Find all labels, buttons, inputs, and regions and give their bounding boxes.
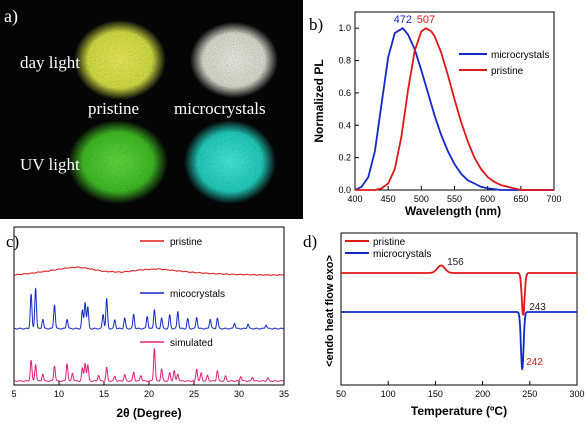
series-line-micocrystals xyxy=(13,287,285,330)
legend-label-pristine: pristine xyxy=(170,237,203,248)
panel-a-photo: a) day light pristine microcrystals UV l… xyxy=(0,0,303,219)
legend-label-micocrystals: micocrystals xyxy=(170,289,225,300)
x-tick-label: 5 xyxy=(11,389,16,399)
x-tick-label: 15 xyxy=(99,389,109,399)
peak-label-507: 507 xyxy=(417,14,435,26)
legend-label-microcrystals: microcrystals xyxy=(373,249,431,260)
y-tick-label: 0.8 xyxy=(338,56,351,66)
legend-label-pristine: pristine xyxy=(491,66,524,77)
x-tick-label: 400 xyxy=(347,194,362,204)
x-tick-label: 600 xyxy=(480,194,495,204)
panel-c-chart: c) 5 10 15 20 25 30 35 pristine micocrystals s… xyxy=(6,226,289,420)
x-axis-label: 2θ (Degree) xyxy=(116,406,181,420)
x-tick-label: 10 xyxy=(54,389,64,399)
pristine-uv-powder xyxy=(68,120,168,204)
pristine-label: pristine xyxy=(88,99,139,118)
legend: pristine microcrystals xyxy=(345,237,431,260)
legend-label-simulated: simulated xyxy=(170,338,213,349)
y-tick-label: 0.2 xyxy=(338,153,351,163)
x-tick-label: 450 xyxy=(381,194,396,204)
x-tick-label: 550 xyxy=(447,194,462,204)
x-tick-label: 25 xyxy=(189,389,199,399)
series-line-simulated xyxy=(13,348,285,382)
y-tick-label: 1.0 xyxy=(338,23,351,33)
panel-b-label: b) xyxy=(309,15,323,34)
x-tick-label: 700 xyxy=(546,194,561,204)
y-axis-label: <endo heat flow exo> xyxy=(324,255,336,367)
peak-label-472: 472 xyxy=(394,14,412,26)
x-tick-label: 20 xyxy=(144,389,154,399)
x-tick-label: 650 xyxy=(513,194,528,204)
panel-a-label: a) xyxy=(4,6,18,27)
pristine-day-powder xyxy=(74,20,166,100)
micro-uv-powder xyxy=(184,120,276,204)
x-tick-label: 250 xyxy=(522,389,537,399)
legend-label-microcrystals: microcrystals xyxy=(491,50,549,61)
x-tick-label: 50 xyxy=(336,389,346,399)
panel-d-chart: d) 50 100 150 200 250 300 156 243 242 pristine … xyxy=(303,232,585,418)
x-tick-label: 200 xyxy=(475,389,490,399)
legend-label-pristine: pristine xyxy=(373,237,406,248)
x-tick-label: 500 xyxy=(414,194,429,204)
peak-label-242: 242 xyxy=(526,357,543,368)
x-tick-label: 100 xyxy=(381,389,396,399)
micro-day-powder xyxy=(190,22,278,98)
day-light-label: day light xyxy=(20,53,80,72)
x-tick-label: 150 xyxy=(428,389,443,399)
y-axis-label: Normalized PL xyxy=(312,59,326,142)
uv-light-label: UV light xyxy=(20,155,80,174)
y-tick-label: 0.4 xyxy=(338,120,351,130)
panel-b-chart: b) 400 450 500 550 600 650 700 0.0 0.2 0.4 0.6 0.8 1… xyxy=(309,11,562,218)
series-line-pristine xyxy=(355,27,554,191)
series-line-pristine xyxy=(340,264,578,316)
x-tick-label: 300 xyxy=(569,389,584,399)
peak-label-243: 243 xyxy=(529,302,546,313)
legend: microcrystals pristine xyxy=(459,50,549,77)
panel-d-label: d) xyxy=(303,232,317,251)
plot-frame xyxy=(340,232,578,386)
legend: pristine micocrystals simulated xyxy=(140,237,225,349)
microcrystals-label: microcrystals xyxy=(174,99,266,118)
peak-label-156: 156 xyxy=(447,257,464,268)
series-line-microcrystals xyxy=(354,27,554,191)
series-line-microcrystals xyxy=(340,311,578,371)
x-tick-label: 35 xyxy=(279,389,289,399)
y-tick-label: 0.6 xyxy=(338,88,351,98)
panel-c-label: c) xyxy=(6,232,19,251)
x-axis-label: Temperature (ºC) xyxy=(411,404,507,418)
y-tick-label: 0.0 xyxy=(338,185,351,195)
x-tick-label: 30 xyxy=(234,389,244,399)
series-line-pristine xyxy=(13,266,285,276)
x-axis-label: Wavelength (nm) xyxy=(405,204,501,218)
